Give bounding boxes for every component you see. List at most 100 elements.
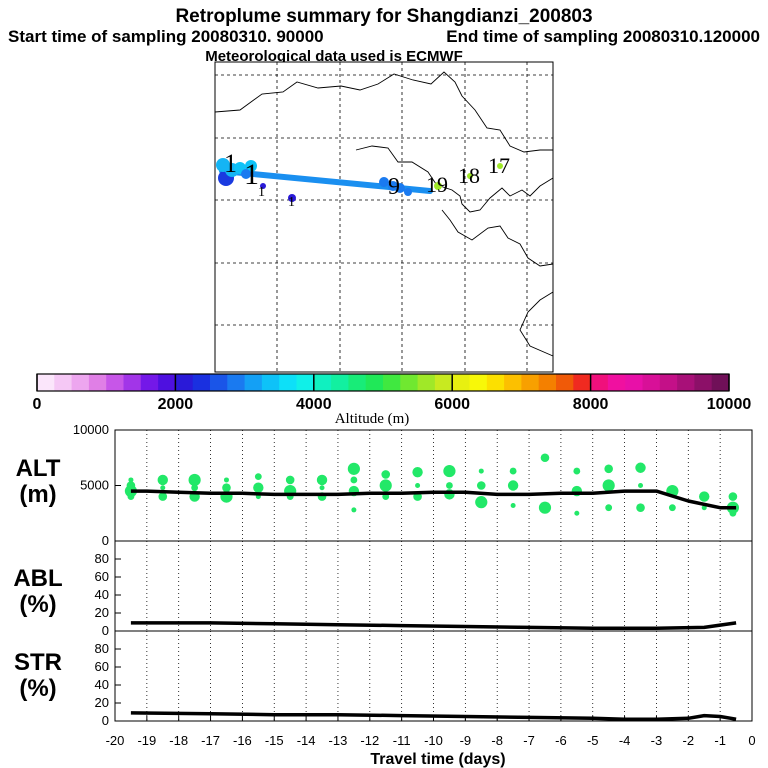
colorbar-swatch [88, 374, 107, 391]
y-tick-label: 20 [95, 695, 109, 710]
map-gridlines [215, 62, 553, 372]
alt-panel-label: ALT [16, 455, 61, 482]
scatter-point [635, 462, 646, 473]
series-line [130, 621, 737, 631]
trajectory-marker [379, 177, 389, 187]
colorbar-swatch [348, 374, 367, 391]
colorbar-swatch [123, 374, 142, 391]
scatter-point [509, 467, 517, 475]
trajectory-marker [288, 194, 296, 202]
scatter-point [316, 474, 328, 486]
x-tick-label: -10 [424, 733, 443, 748]
y-tick-label: 40 [95, 677, 109, 692]
colorbar-swatch [365, 374, 384, 391]
colorbar-swatch [106, 374, 124, 391]
abl-panel-label: ABL [13, 565, 62, 592]
x-tick-label: -7 [523, 733, 535, 748]
trajectory-marker [404, 188, 412, 196]
abl-panel-unit: (%) [19, 591, 56, 618]
scatter-point [319, 485, 325, 491]
y-tick-label: 60 [95, 569, 109, 584]
scatter-point [157, 474, 168, 486]
colorbar-swatch [227, 374, 245, 391]
x-tick-label: -17 [201, 733, 220, 748]
colorbar-swatch [607, 374, 626, 391]
y-tick-label: 80 [95, 641, 109, 656]
scatter-point [379, 479, 392, 492]
scatter-point [507, 480, 519, 491]
y-tick-label: 0 [102, 533, 109, 548]
main-title: Retroplume summary for Shangdianzi_20080… [175, 6, 592, 27]
trajectory-marker [434, 182, 442, 190]
trajectory-label: 1 [288, 195, 295, 210]
x-tick-label: 0 [748, 733, 755, 748]
start-time-title: Start time of sampling 20080310. 90000 [8, 27, 324, 46]
colorbar-swatch [383, 374, 401, 391]
scatter-point [478, 468, 484, 474]
scatter-point [350, 476, 358, 484]
scatter-point [351, 507, 357, 513]
y-tick-label: 40 [95, 587, 109, 602]
met-data-title: Meteorological data used is ECMWF [205, 48, 463, 65]
colorbar-swatch [175, 374, 194, 391]
x-tick-label: -18 [169, 733, 188, 748]
x-axis-label: Travel time (days) [370, 751, 505, 768]
panel-alt: 0 5000 10000 [73, 422, 753, 548]
colorbar-swatch [71, 374, 90, 391]
x-tick-label: -2 [683, 733, 695, 748]
colorbar-tick-label: 2000 [158, 396, 194, 413]
scatter-point [191, 484, 199, 492]
trajectory-marker [241, 169, 251, 179]
colorbar-swatch [313, 374, 332, 391]
scatter-point [604, 464, 613, 474]
colorbar-swatch [434, 374, 453, 391]
colorbar-swatch [54, 374, 72, 391]
colorbar-swatch [400, 374, 418, 391]
scatter-point [540, 453, 550, 463]
scatter-point [223, 477, 229, 483]
colorbar-label: Altitude (m) [335, 411, 410, 427]
scatter-point [638, 483, 644, 488]
map-coastlines [214, 71, 554, 357]
trajectory-marker [497, 163, 503, 169]
scatter-point [285, 475, 295, 485]
scatter-point [636, 503, 645, 512]
colorbar-swatch [625, 374, 643, 391]
colorbar-swatch [279, 374, 297, 391]
x-tick-label: -6 [555, 733, 567, 748]
scatter-point [128, 477, 134, 483]
colorbar-swatch [538, 374, 557, 391]
scatter-point [188, 473, 201, 487]
colorbar-swatch [244, 374, 263, 391]
x-tick-label: -13 [329, 733, 348, 748]
scatter-point [158, 492, 168, 501]
colorbar-tick-label: 10000 [707, 396, 752, 413]
trajectory-marker [467, 173, 473, 179]
scatter-point [668, 504, 676, 512]
str-panel-label: STR [14, 649, 62, 676]
y-tick-label: 0 [102, 713, 109, 728]
scatter-point [381, 470, 391, 479]
colorbar-swatch [486, 374, 505, 391]
scatter-point [254, 473, 262, 481]
x-tick-label: -19 [137, 733, 156, 748]
x-tick-label: -9 [460, 733, 472, 748]
x-tick-label: -5 [587, 733, 599, 748]
colorbar-swatch [158, 374, 176, 391]
scatter-point [699, 491, 710, 502]
trajectory-marker [395, 183, 405, 193]
x-tick-label: -8 [491, 733, 503, 748]
colorbar-swatch [37, 374, 55, 391]
trajectory-label: 1 [244, 158, 259, 191]
x-tick-label: -11 [393, 733, 411, 748]
end-time-title: End time of sampling 20080310.120000 [446, 27, 760, 46]
alt-panel-unit: (m) [19, 481, 56, 508]
panel-abl: 0 20 40 60 80 [95, 540, 753, 638]
x-tick-label: -14 [297, 733, 316, 748]
trajectory-label: 17 [488, 153, 510, 178]
colorbar-tick-label: 8000 [573, 396, 609, 413]
x-tick-label: -16 [233, 733, 252, 748]
x-tick-label: -20 [106, 733, 125, 748]
